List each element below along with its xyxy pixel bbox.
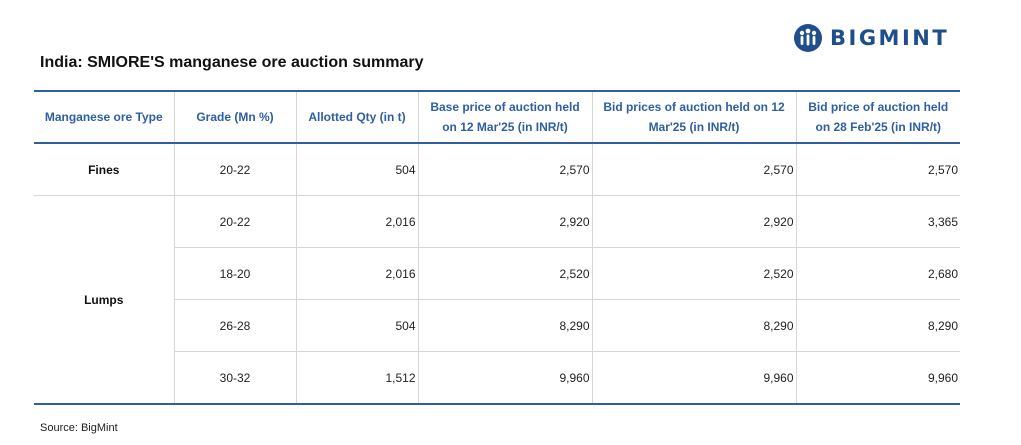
bid-price-28-feb-cell: 9,960 bbox=[795, 351, 960, 405]
allotted-qty-cell: 504 bbox=[295, 143, 418, 196]
grade-cell: 20-22 bbox=[173, 195, 296, 248]
bid-price-28-feb-cell: 2,570 bbox=[795, 143, 960, 196]
bid-price-12-mar-cell: 2,570 bbox=[591, 143, 796, 196]
base-price-cell: 8,290 bbox=[417, 299, 592, 352]
table-header-row: Manganese ore Type Grade (Mn %) Allotted… bbox=[34, 90, 960, 144]
base-price-cell: 2,520 bbox=[417, 247, 592, 300]
bid-price-28-feb-cell: 3,365 bbox=[795, 195, 960, 248]
bid-price-12-mar-cell: 2,920 bbox=[591, 195, 796, 248]
table-row: Fines 20-22 504 2,570 2,570 2,570 bbox=[34, 143, 960, 196]
ore-type-cell: Lumps bbox=[34, 195, 174, 405]
table-row: 18-20 2,016 2,520 2,520 2,680 bbox=[34, 247, 960, 300]
bid-price-12-mar-cell: 2,520 bbox=[591, 247, 796, 300]
header-ore-type: Manganese ore Type bbox=[34, 90, 174, 144]
grade-cell: 20-22 bbox=[173, 143, 296, 196]
bid-price-28-feb-cell: 8,290 bbox=[795, 299, 960, 352]
allotted-qty-cell: 504 bbox=[295, 299, 418, 352]
ore-type-cell: Fines bbox=[34, 143, 174, 196]
source-note: Source: BigMint bbox=[40, 422, 118, 434]
allotted-qty-cell: 1,512 bbox=[295, 351, 418, 405]
header-base-price-12-mar: Base price of auction held on 12 Mar'25 … bbox=[417, 90, 592, 144]
header-grade: Grade (Mn %) bbox=[173, 90, 296, 144]
table-row: 26-28 504 8,290 8,290 8,290 bbox=[34, 299, 960, 352]
auction-summary-table: Manganese ore Type Grade (Mn %) Allotted… bbox=[34, 90, 960, 405]
bid-price-28-feb-cell: 2,680 bbox=[795, 247, 960, 300]
brand-logo: BIGMINT bbox=[793, 22, 949, 54]
grade-cell: 26-28 bbox=[173, 299, 296, 352]
base-price-cell: 9,960 bbox=[417, 351, 592, 405]
allotted-qty-cell: 2,016 bbox=[295, 247, 418, 300]
grade-cell: 30-32 bbox=[173, 351, 296, 405]
bid-price-12-mar-cell: 9,960 bbox=[591, 351, 796, 405]
table-row: Lumps 20-22 2,016 2,920 2,920 3,365 bbox=[34, 195, 960, 405]
allotted-qty-cell: 2,016 bbox=[295, 195, 418, 248]
header-bid-price-12-mar: Bid prices of auction held on 12 Mar'25 … bbox=[591, 90, 796, 144]
table-row: 30-32 1,512 9,960 9,960 9,960 bbox=[34, 351, 960, 405]
brand-name: BIGMINT bbox=[830, 26, 950, 50]
page-title: India: SMIORE'S manganese ore auction su… bbox=[40, 54, 424, 71]
grade-cell: 18-20 bbox=[173, 247, 296, 300]
base-price-cell: 2,570 bbox=[417, 143, 592, 196]
bigmint-figures-icon bbox=[794, 24, 822, 52]
header-bid-price-28-feb: Bid price of auction held on 28 Feb'25 (… bbox=[795, 90, 960, 144]
bid-price-12-mar-cell: 8,290 bbox=[591, 299, 796, 352]
base-price-cell: 2,920 bbox=[417, 195, 592, 248]
header-allotted-qty: Allotted Qty (in t) bbox=[295, 90, 418, 144]
